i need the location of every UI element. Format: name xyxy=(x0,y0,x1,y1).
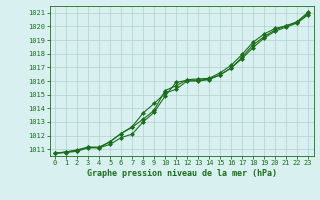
X-axis label: Graphe pression niveau de la mer (hPa): Graphe pression niveau de la mer (hPa) xyxy=(87,169,276,178)
